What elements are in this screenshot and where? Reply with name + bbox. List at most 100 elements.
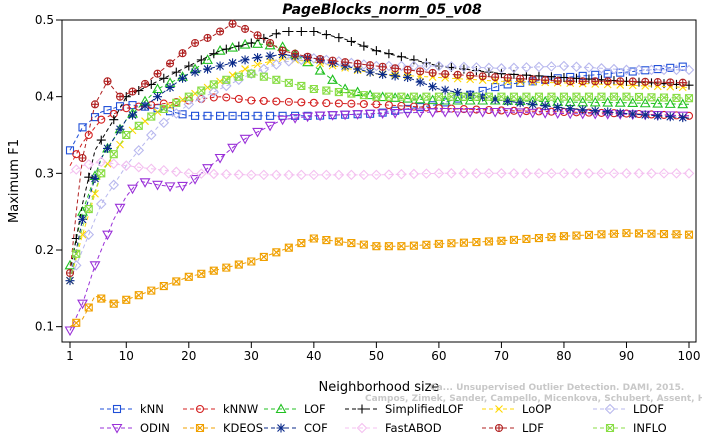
data-point-ldof: [158, 117, 170, 129]
data-point-ldof: [558, 60, 570, 72]
data-point-ldof: [596, 63, 607, 74]
data-point-ldf: [666, 78, 675, 87]
data-point-ldof: [633, 64, 645, 76]
data-point-inflo: [234, 72, 243, 81]
data-point-odin: [314, 111, 326, 122]
data-point-kdeos: [172, 277, 181, 286]
data-point-kdeos: [334, 237, 343, 246]
data-point-inflo: [259, 72, 268, 81]
data-point-fastabod: [133, 161, 145, 173]
data-point-kdeos: [222, 263, 231, 272]
data-point-knn: [228, 111, 237, 120]
data-point-cof: [228, 58, 238, 68]
data-point-ldf: [153, 69, 162, 78]
x-tick-label: 60: [431, 349, 446, 363]
data-point-kdeos: [209, 266, 218, 275]
data-point-odin: [164, 182, 176, 192]
data-point-knnw: [234, 94, 243, 104]
data-point-ldf: [341, 58, 350, 67]
legend-item-lof: LOF: [264, 402, 326, 416]
data-point-lof: [327, 74, 339, 84]
data-point-kdeos: [422, 240, 431, 249]
data-point-cof: [590, 106, 600, 116]
data-point-simplifiedlof: [559, 73, 569, 82]
data-point-fastabod: [283, 169, 295, 181]
data-point-simplifiedlof: [171, 67, 181, 77]
data-point-ldf: [278, 46, 287, 55]
data-point-knnw: [397, 101, 406, 110]
data-point-loop: [641, 81, 650, 90]
data-point-simplifiedlof: [196, 55, 206, 65]
data-point-odin: [127, 184, 138, 195]
data-point-odin: [377, 109, 389, 120]
data-point-inflo: [634, 92, 644, 102]
data-point-cof: [628, 109, 638, 119]
legend-marker-kdeos: [195, 423, 205, 433]
data-point-cof: [178, 73, 188, 83]
data-point-ldof: [283, 56, 295, 67]
data-point-ldf: [165, 59, 175, 68]
data-point-cof: [603, 107, 613, 117]
x-tick-label: 1: [66, 349, 74, 363]
data-point-kdeos: [197, 269, 206, 278]
data-point-ldof: [171, 108, 182, 119]
data-point-ldof: [133, 145, 145, 156]
data-point-fastabod: [521, 168, 532, 179]
data-point-ldof: [521, 62, 532, 73]
data-point-odin: [527, 108, 539, 119]
data-point-fastabod: [83, 159, 95, 170]
data-point-knn: [253, 111, 262, 120]
legend-item-loop: LoOP: [482, 402, 551, 416]
data-point-knnw: [134, 102, 143, 111]
legend-label-loop: LoOP: [522, 402, 551, 416]
legend-marker-fastabod: [356, 422, 368, 434]
data-point-kdeos: [509, 235, 518, 244]
data-point-inflo: [447, 92, 456, 101]
data-point-simplifiedlof: [546, 72, 556, 82]
y-tick-label: 0.2: [35, 243, 54, 257]
data-point-knnw: [209, 93, 218, 102]
data-point-odin: [252, 127, 264, 138]
data-point-inflo: [222, 75, 231, 84]
data-point-knnw: [122, 104, 131, 113]
legend-item-knn: kNN: [100, 402, 164, 416]
legend-item-ldof: LDOF: [593, 402, 664, 416]
data-point-kdeos: [372, 242, 381, 251]
data-point-inflo: [622, 92, 631, 101]
data-point-ldof: [621, 64, 632, 76]
data-point-kdeos: [97, 294, 106, 303]
data-point-cof: [665, 112, 675, 122]
data-point-kdeos: [359, 240, 368, 249]
data-point-ldof: [108, 179, 120, 191]
data-point-simplifiedlof: [96, 135, 106, 145]
data-point-kdeos: [284, 243, 293, 252]
data-point-ldf: [378, 62, 387, 71]
data-point-simplifiedlof: [384, 49, 394, 59]
data-point-knnw: [309, 98, 318, 107]
data-point-ldof: [183, 99, 195, 110]
data-point-ldf: [641, 77, 650, 86]
x-tick-label: 90: [619, 349, 634, 363]
x-tick-label: 100: [678, 349, 701, 363]
data-point-inflo: [322, 86, 331, 95]
data-point-cof: [240, 55, 250, 65]
data-point-ldf: [203, 33, 212, 42]
watermark-line-2: Campos, Zimek, Sander, Campello, Micenko…: [365, 394, 702, 404]
x-tick-label: 70: [494, 349, 509, 363]
data-point-odin: [502, 108, 514, 118]
data-point-inflo: [372, 92, 381, 101]
data-point-knn: [241, 111, 250, 120]
data-point-fastabod: [671, 168, 682, 179]
data-point-fastabod: [333, 169, 345, 181]
data-point-fastabod: [646, 168, 657, 179]
data-point-kdeos: [409, 241, 418, 250]
data-point-ldof: [221, 80, 232, 92]
y-tick-label: 0.5: [35, 13, 54, 27]
data-point-inflo: [159, 104, 168, 113]
series-ldof: [69, 53, 695, 281]
data-point-ldf: [241, 24, 250, 33]
data-point-odin: [264, 121, 276, 132]
data-point-ldf: [291, 49, 300, 58]
legend-item-kdeos: KDEOS: [183, 421, 263, 434]
